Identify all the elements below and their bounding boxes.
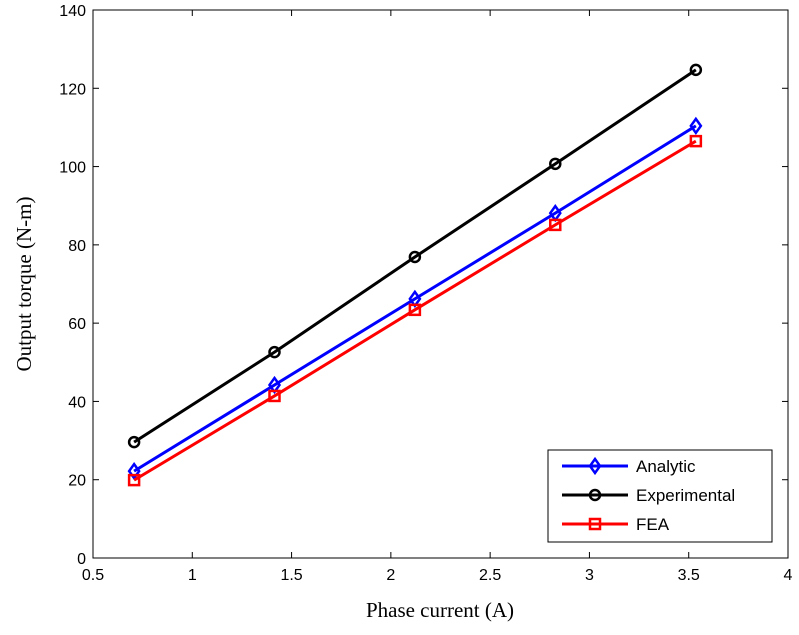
y-tick-label: 140	[59, 3, 86, 20]
series-line	[133, 124, 697, 473]
x-tick-label: 1	[188, 567, 197, 584]
legend-label: FEA	[636, 515, 670, 534]
y-tick-label: 80	[68, 238, 86, 255]
legend-item: Analytic	[562, 456, 696, 476]
x-tick-label: 3	[585, 567, 594, 584]
y-tick-label: 120	[59, 81, 86, 98]
series-fea	[127, 134, 703, 487]
legend-marker	[588, 517, 602, 531]
y-tick-label: 40	[68, 394, 86, 411]
x-tick-label: 1.5	[280, 567, 302, 584]
y-axis-label: Output torque (N-m)	[12, 197, 36, 372]
y-tick-label: 0	[77, 551, 86, 568]
data-point	[127, 461, 141, 481]
data-point	[689, 63, 703, 77]
series-line	[133, 68, 697, 444]
legend-item: FEA	[562, 515, 670, 534]
y-tick-label: 60	[68, 316, 86, 333]
data-point	[268, 389, 281, 403]
legend-label: Analytic	[636, 457, 696, 476]
legend: Analytic Experimental FEA	[547, 449, 773, 543]
x-tick-label: 2.5	[479, 567, 501, 584]
series-experimental	[127, 63, 703, 449]
legend-item: Experimental	[562, 486, 735, 505]
legend-marker	[588, 488, 602, 502]
x-tick-label: 2	[386, 567, 395, 584]
plot-area: 0.5 1 1.5 2 2.5 3 3.5 4020406080100120140Analyt…	[59, 3, 792, 584]
data-point	[408, 303, 422, 317]
y-tick-label: 20	[68, 473, 86, 490]
data-point	[549, 218, 562, 232]
data-point	[689, 134, 703, 148]
data-point	[549, 157, 562, 171]
x-tick-label: 4	[784, 567, 793, 584]
legend-marker	[588, 456, 602, 476]
series-line	[133, 139, 697, 482]
data-point	[408, 250, 422, 264]
data-point	[127, 473, 141, 487]
x-tick-label: 0.5	[82, 567, 104, 584]
data-point	[689, 116, 703, 136]
data-point	[127, 435, 141, 449]
y-tick-label: 100	[59, 160, 86, 177]
x-tick-label: 3.5	[678, 567, 700, 584]
data-point	[268, 345, 281, 359]
legend-label: Experimental	[636, 486, 735, 505]
x-axis-label: Phase current (A)	[366, 598, 514, 622]
